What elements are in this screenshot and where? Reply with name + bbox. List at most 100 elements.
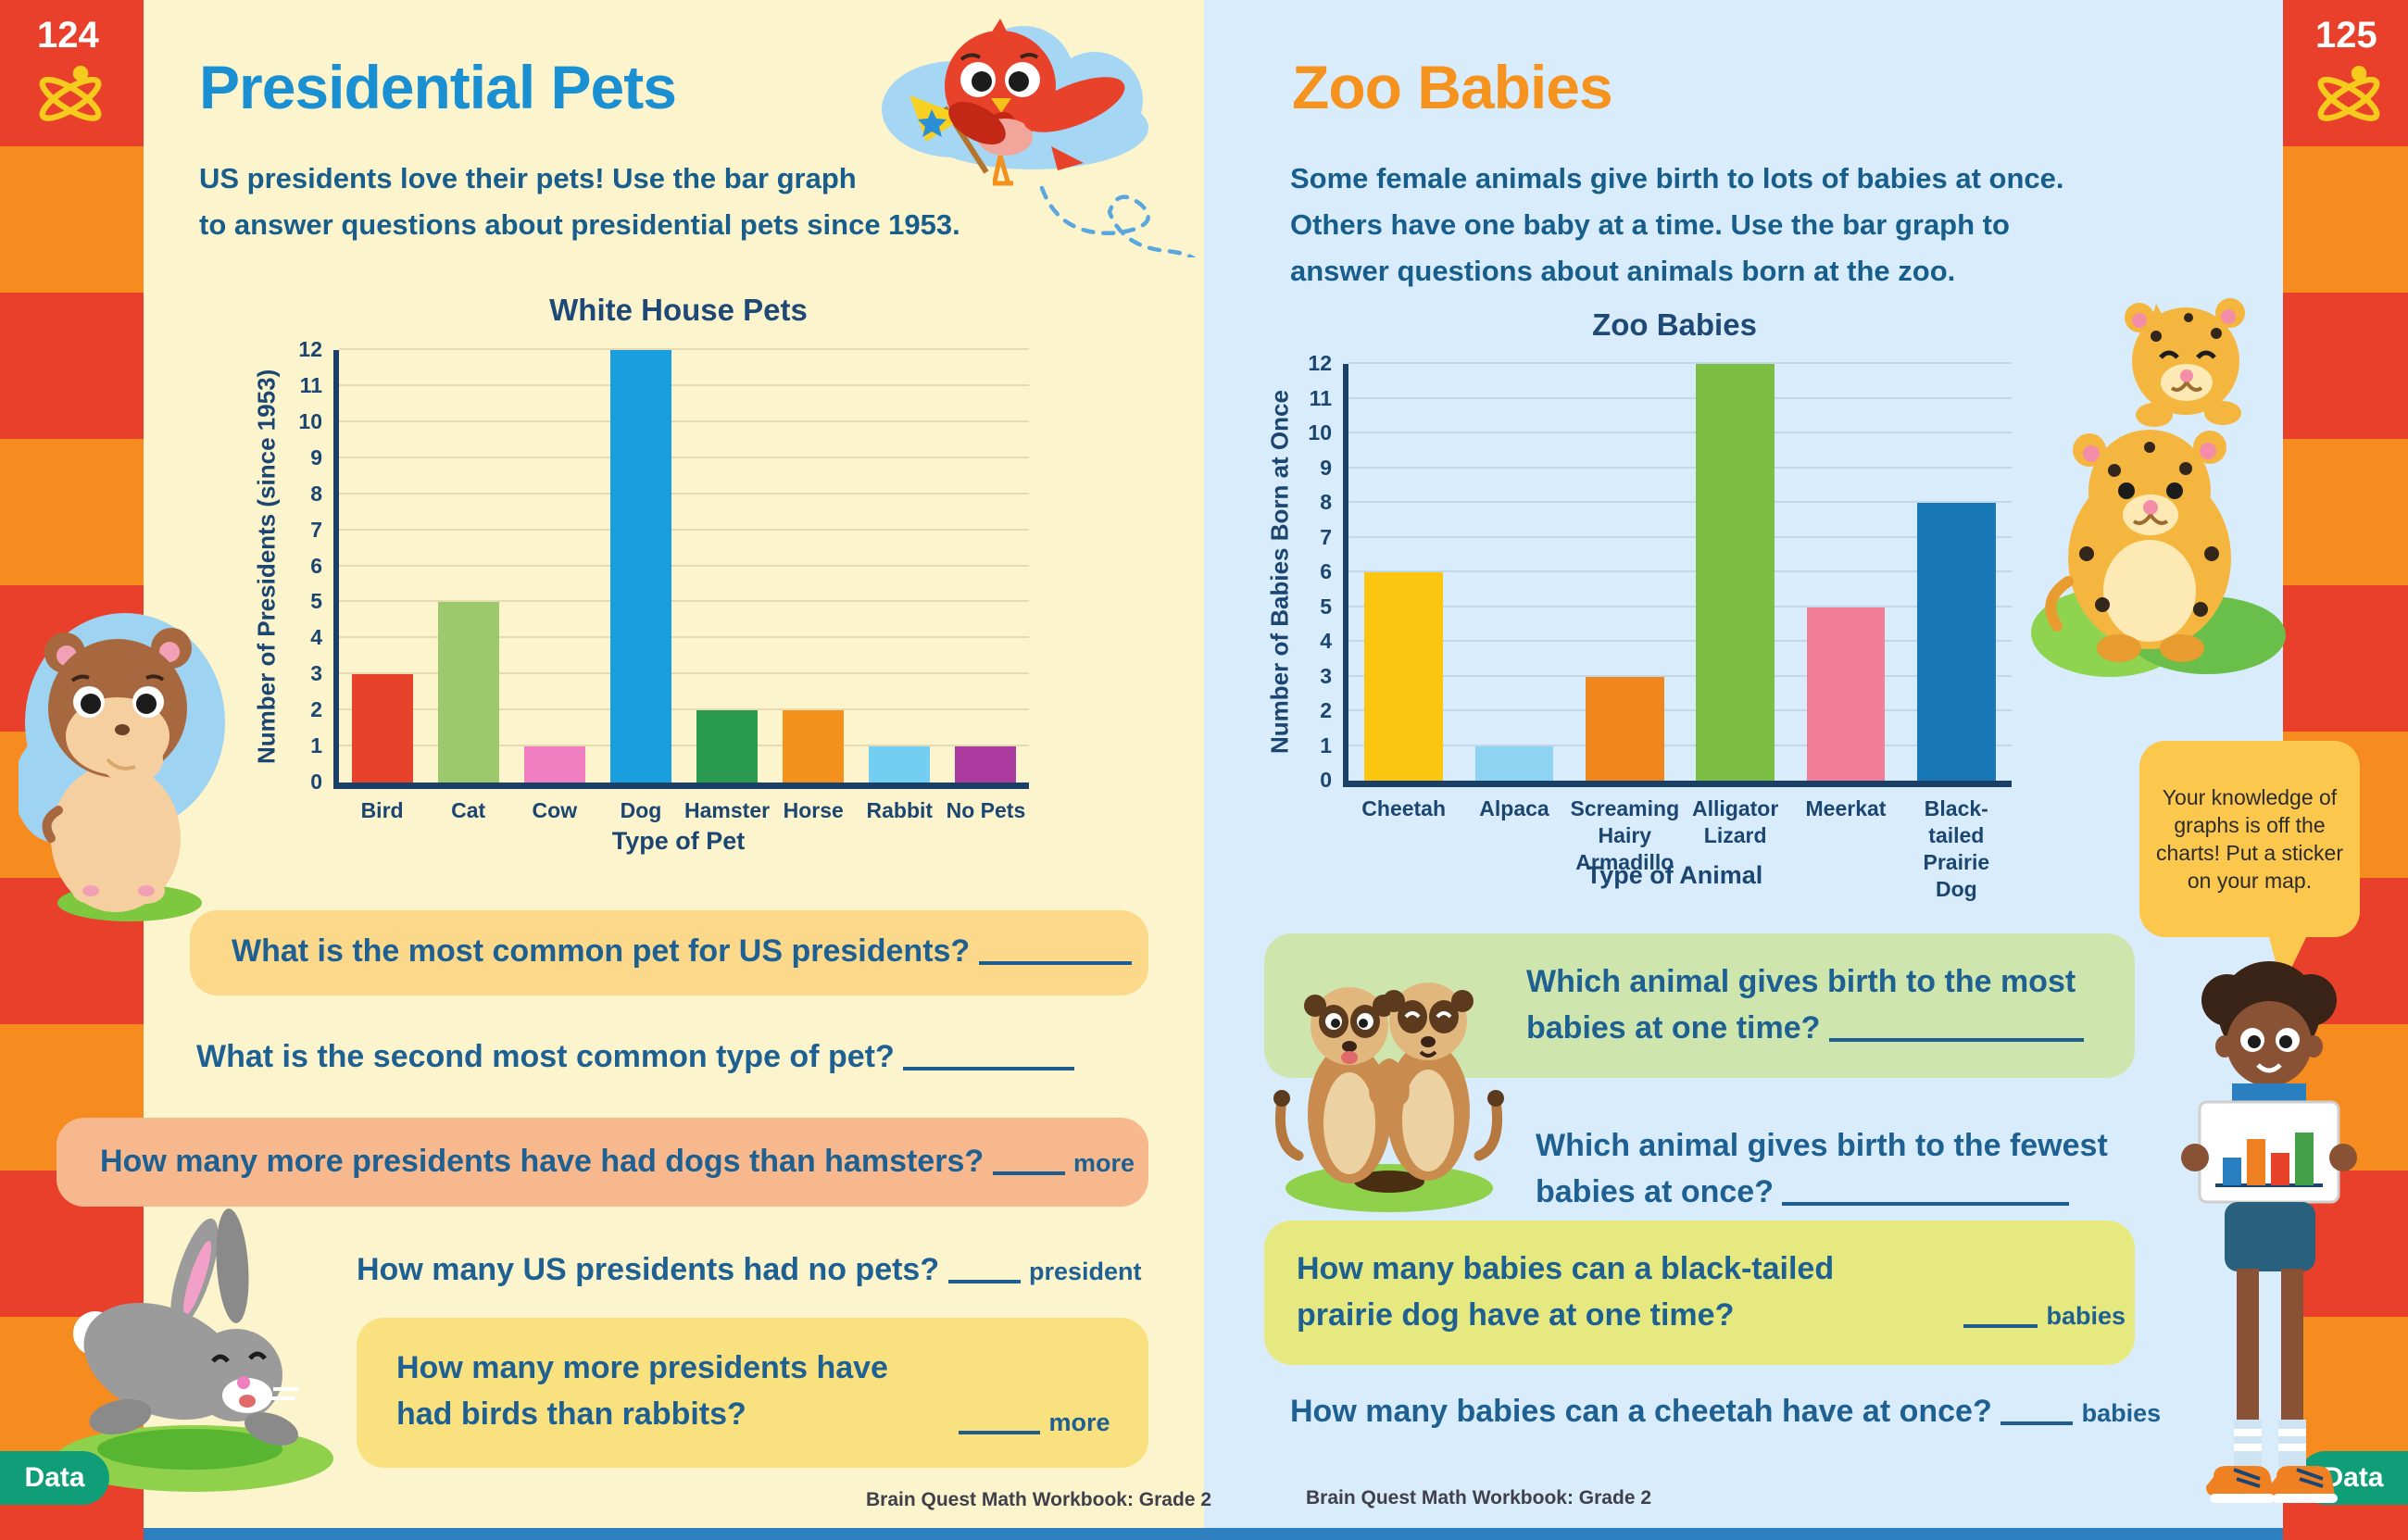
y-tick-0: 0: [1320, 768, 1332, 792]
x-category-label: Hamster: [684, 798, 771, 822]
y-tick-1: 1: [1320, 732, 1332, 757]
gridline-9: [1348, 466, 2012, 469]
gridline-10: [1348, 432, 2012, 433]
gridline-5: [339, 600, 1029, 603]
gridline-7: [1348, 535, 2012, 538]
right-q1-line1: Which animal gives birth to the most: [1526, 964, 2076, 999]
gridline-8: [339, 492, 1029, 495]
x-category-label: Meerkat: [1805, 796, 1887, 820]
left-q2-blank: [903, 1063, 1075, 1070]
right-q3-line1: How many babies can a black-tailed: [1297, 1251, 1835, 1286]
x-category-label: Alligator Lizard: [1692, 796, 1779, 847]
bar-no-pets: [955, 746, 1017, 783]
right-q2-line1: Which animal gives birth to the fewest: [1536, 1128, 2108, 1163]
y-tick-2: 2: [1320, 698, 1332, 723]
y-tick-9: 9: [1320, 455, 1332, 480]
gridline-11: [339, 383, 1029, 386]
y-tick-8: 8: [1320, 490, 1332, 515]
y-tick-7: 7: [1320, 524, 1332, 549]
x-category-label: Alpaca: [1479, 796, 1549, 820]
left-intro-line1: US presidents love their pets! Use the b…: [199, 162, 857, 194]
x-category-label: Cheetah: [1361, 796, 1447, 820]
left-q3-blank: [992, 1168, 1065, 1175]
boy-with-chart-illustration: [2181, 961, 2357, 1503]
left-q3-text: How many more presidents have had dogs t…: [100, 1144, 985, 1179]
right-q4-blank: [2000, 1418, 2074, 1425]
gridline-7: [339, 528, 1029, 531]
gridline-3: [339, 672, 1029, 675]
right-q2-line2: babies at once?: [1536, 1174, 1774, 1209]
leopard-cubs-illustration: [2031, 298, 2286, 677]
y-tick-4: 4: [310, 625, 322, 650]
bar-alpaca: [1474, 745, 1554, 781]
x-category-label: Cat: [451, 798, 486, 822]
right-q4-suffix: babies: [2081, 1399, 2162, 1427]
left-chart-x-axis-label: Type of Pet: [611, 827, 746, 855]
gridline-8: [1348, 501, 2012, 504]
bar-rabbit: [869, 746, 931, 783]
page-number-right: 125: [2315, 15, 2377, 56]
left-footer: Brain Quest Math Workbook: Grade 2: [866, 1489, 1212, 1510]
gridline-4: [339, 636, 1029, 639]
bar-screaming-hairy-armadillo: [1585, 676, 1664, 781]
right-q3-line2: prairie dog have at one time?: [1297, 1297, 1735, 1333]
y-tick-5: 5: [1320, 594, 1332, 619]
white-house-pets-chart: 0 1 2 3 4 5 6 7 8 9 10 11 12 Bird Cat Cow Dog Hamster Hors…: [298, 337, 1029, 822]
left-q5: How many more presidents have had birds t…: [396, 1345, 888, 1437]
left-intro: US presidents love their pets! Use the b…: [199, 156, 960, 248]
gridline-11: [1348, 396, 2012, 399]
bar-black-tailed-prairie-dog: [1916, 503, 1996, 781]
right-q4: How many babies can a cheetah have at on…: [1290, 1394, 2161, 1430]
y-tick-12: 12: [298, 337, 322, 361]
y-tick-9: 9: [310, 444, 322, 470]
left-q3: How many more presidents have had dogs t…: [100, 1144, 1135, 1180]
left-q5-blank: [959, 1427, 1040, 1434]
right-intro-line3: answer questions about animals born at t…: [1290, 255, 1956, 287]
gridline-6: [1348, 570, 2012, 572]
bar-dog: [609, 350, 671, 783]
y-tick-12: 12: [1308, 351, 1332, 375]
y-tick-3: 3: [310, 661, 322, 686]
left-q5-box: [357, 1318, 1148, 1468]
right-q3-box: [1264, 1221, 2135, 1365]
bar-horse: [783, 710, 845, 783]
left-q2: What is the second most common type of p…: [196, 1039, 1075, 1075]
left-q5-line2: had birds than rabbits?: [396, 1396, 746, 1432]
right-intro: Some female animals give birth to lots o…: [1290, 156, 2064, 294]
right-q1: Which animal gives birth to the most babi…: [1526, 958, 2084, 1051]
left-q1: What is the most common pet for US presi…: [232, 933, 1132, 970]
gridline-1: [1348, 744, 2012, 746]
y-tick-11: 11: [299, 372, 322, 397]
gridline-9: [339, 456, 1029, 458]
bar-cheetah: [1364, 572, 1444, 781]
x-category-label: Dog: [620, 798, 662, 822]
y-tick-2: 2: [310, 697, 322, 722]
gridline-2: [339, 708, 1029, 711]
left-q4-suffix: president: [1029, 1258, 1142, 1285]
right-q2-blank: [1782, 1198, 2070, 1206]
left-q1-blank: [978, 958, 1132, 965]
y-tick-6: 6: [310, 553, 322, 578]
left-q2-text: What is the second most common type of p…: [196, 1039, 895, 1074]
left-q4: How many US presidents had no pets? pres…: [357, 1252, 1142, 1288]
right-q3-blank: [1963, 1321, 2038, 1328]
gridline-12: [339, 348, 1029, 350]
x-category-label: Black-tailed Prairie Dog: [1923, 796, 1990, 901]
right-chart-x-axis-label: Type of Animal: [1586, 861, 1763, 889]
bar-bird: [351, 674, 413, 783]
y-tick-6: 6: [1320, 559, 1332, 583]
y-tick-3: 3: [1320, 663, 1332, 688]
meerkats-illustration: [1273, 983, 1504, 1212]
y-tick-4: 4: [1320, 629, 1332, 654]
bar-hamster: [696, 710, 759, 783]
right-q1-line2: babies at one time?: [1526, 1010, 1821, 1045]
left-q1-text: What is the most common pet for US presi…: [232, 933, 971, 969]
right-intro-line2: Others have one baby at a time. Use the …: [1290, 208, 2010, 241]
bar-cow: [523, 746, 585, 783]
bar-meerkat: [1806, 607, 1886, 781]
right-q3: How many babies can a black-tailed prairi…: [1297, 1246, 1834, 1338]
bar-alligator-lizard: [1696, 364, 1775, 781]
left-q3-suffix: more: [1073, 1149, 1135, 1177]
gridline-4: [1348, 640, 2012, 643]
right-q1-blank: [1828, 1034, 2084, 1042]
